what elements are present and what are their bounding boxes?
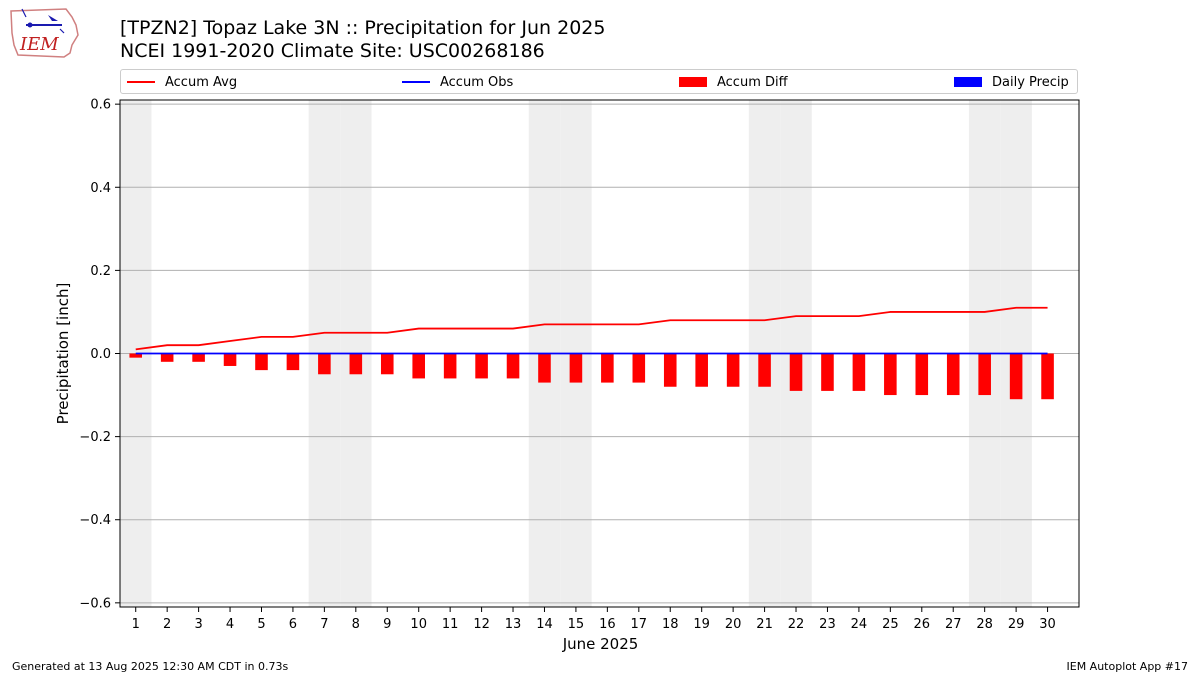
bar-accum-diff <box>852 353 866 391</box>
bar-accum-diff <box>349 353 363 375</box>
x-tick-label: 23 <box>819 617 836 632</box>
x-tick-label: 8 <box>352 617 360 632</box>
bar-accum-diff <box>255 353 268 371</box>
legend-label: Accum Avg <box>165 74 238 90</box>
footer-generated: Generated at 13 Aug 2025 12:30 AM CDT in… <box>12 660 289 673</box>
y-axis-label: Precipitation [inch] <box>54 283 72 425</box>
x-tick-label: 25 <box>882 617 899 632</box>
x-tick-label: 30 <box>1039 617 1056 632</box>
bar-accum-diff <box>318 353 331 375</box>
legend-swatch-accum-diff <box>679 77 707 87</box>
series-lines <box>135 306 1048 355</box>
x-tick-label: 13 <box>505 617 522 632</box>
x-tick-label: 21 <box>756 617 773 632</box>
y-tick-label: 0.4 <box>90 181 111 196</box>
logo-text: IEM <box>19 34 59 55</box>
x-tick-label: 2 <box>163 617 171 632</box>
bar-accum-diff <box>726 353 740 387</box>
x-tick-label: 1 <box>132 617 140 632</box>
bar-accum-diff <box>663 353 677 387</box>
x-tick-label: 26 <box>914 617 931 632</box>
x-tick-label: 19 <box>693 617 710 632</box>
bar-accum-diff <box>192 353 205 362</box>
iem-logo: IEM <box>8 5 80 60</box>
bar-accum-diff <box>884 353 897 396</box>
bar-accum-diff <box>286 353 300 371</box>
x-tick-label: 22 <box>788 617 805 632</box>
x-tick-label: 5 <box>257 617 265 632</box>
line-accum-avg <box>135 306 1048 351</box>
legend-item-accum-avg: Accum Avg <box>127 73 237 91</box>
y-axis: −0.6 −0.4 −0.2 0.0 0.2 0.4 0.6 <box>79 98 120 611</box>
bar-accum-diff <box>695 353 708 387</box>
x-tick-label: 3 <box>194 617 202 632</box>
chart-legend: Accum Avg Accum Obs Accum Diff Daily Pre… <box>120 69 1078 94</box>
y-tick-label: −0.2 <box>79 430 111 445</box>
bar-accum-diff <box>821 353 834 391</box>
x-tick-label: 7 <box>320 617 328 632</box>
legend-item-accum-obs: Accum Obs <box>402 73 513 91</box>
x-axis-label: June 2025 <box>562 635 639 653</box>
legend-item-accum-diff: Accum Diff <box>679 73 788 91</box>
y-tick-label: −0.4 <box>79 513 111 528</box>
chart-title: [TPZN2] Topaz Lake 3N :: Precipitation f… <box>120 17 606 39</box>
y-tick-label: 0.6 <box>90 98 111 113</box>
x-tick-label: 20 <box>725 617 742 632</box>
y-tick-label: 0.0 <box>90 347 111 362</box>
bar-accum-diff <box>1009 353 1023 400</box>
x-tick-label: 11 <box>442 617 459 632</box>
bar-accum-diff <box>160 353 174 362</box>
footer-app: IEM Autoplot App #17 <box>1066 660 1189 673</box>
x-axis: 1 2 3 4 5 6 7 8 9 10 11 12 13 14 15 16 17 18 19 20 21 22 23 24 2… <box>132 607 1056 632</box>
x-tick-label: 28 <box>976 617 993 632</box>
bar-accum-diff <box>506 353 520 379</box>
bar-accum-diff <box>223 353 237 366</box>
x-tick-label: 10 <box>410 617 427 632</box>
x-tick-label: 6 <box>289 617 297 632</box>
x-tick-label: 24 <box>851 617 868 632</box>
bar-accum-diff <box>789 353 803 391</box>
x-tick-label: 9 <box>383 617 391 632</box>
x-tick-label: 12 <box>473 617 490 632</box>
bar-accum-diff <box>569 353 583 383</box>
legend-item-daily-precip: Daily Precip <box>954 73 1069 91</box>
x-tick-label: 29 <box>1008 617 1025 632</box>
bar-accum-diff <box>1041 353 1054 400</box>
bar-accum-diff <box>475 353 488 379</box>
bar-accum-diff <box>758 353 771 387</box>
bar-accum-diff <box>412 353 425 379</box>
legend-swatch-accum-obs <box>402 81 430 83</box>
x-tick-label: 15 <box>568 617 585 632</box>
bar-accum-diff <box>915 353 929 396</box>
legend-label: Daily Precip <box>992 74 1069 90</box>
legend-swatch-daily-precip <box>954 77 982 87</box>
bar-accum-diff <box>946 353 960 396</box>
x-tick-label: 14 <box>536 617 553 632</box>
chart-subtitle: NCEI 1991-2020 Climate Site: USC00268186 <box>120 40 545 62</box>
y-tick-label: 0.2 <box>90 264 111 279</box>
accum-diff-bars <box>129 353 1054 400</box>
legend-label: Accum Obs <box>440 74 514 90</box>
bar-accum-diff <box>978 353 991 396</box>
x-tick-label: 17 <box>631 617 648 632</box>
legend-swatch-accum-avg <box>127 81 155 83</box>
legend-label: Accum Diff <box>717 74 788 90</box>
x-tick-label: 27 <box>945 617 962 632</box>
bar-accum-diff <box>380 353 394 375</box>
bar-accum-diff <box>538 353 551 383</box>
y-tick-label: −0.6 <box>79 596 111 611</box>
bar-accum-diff <box>601 353 614 383</box>
x-tick-label: 16 <box>599 617 616 632</box>
bar-accum-diff <box>632 353 646 383</box>
x-tick-label: 4 <box>226 617 234 632</box>
bar-accum-diff <box>129 353 143 358</box>
bar-accum-diff <box>443 353 457 379</box>
x-tick-label: 18 <box>662 617 679 632</box>
chart-title-block: [TPZN2] Topaz Lake 3N :: Precipitation f… <box>120 17 605 63</box>
